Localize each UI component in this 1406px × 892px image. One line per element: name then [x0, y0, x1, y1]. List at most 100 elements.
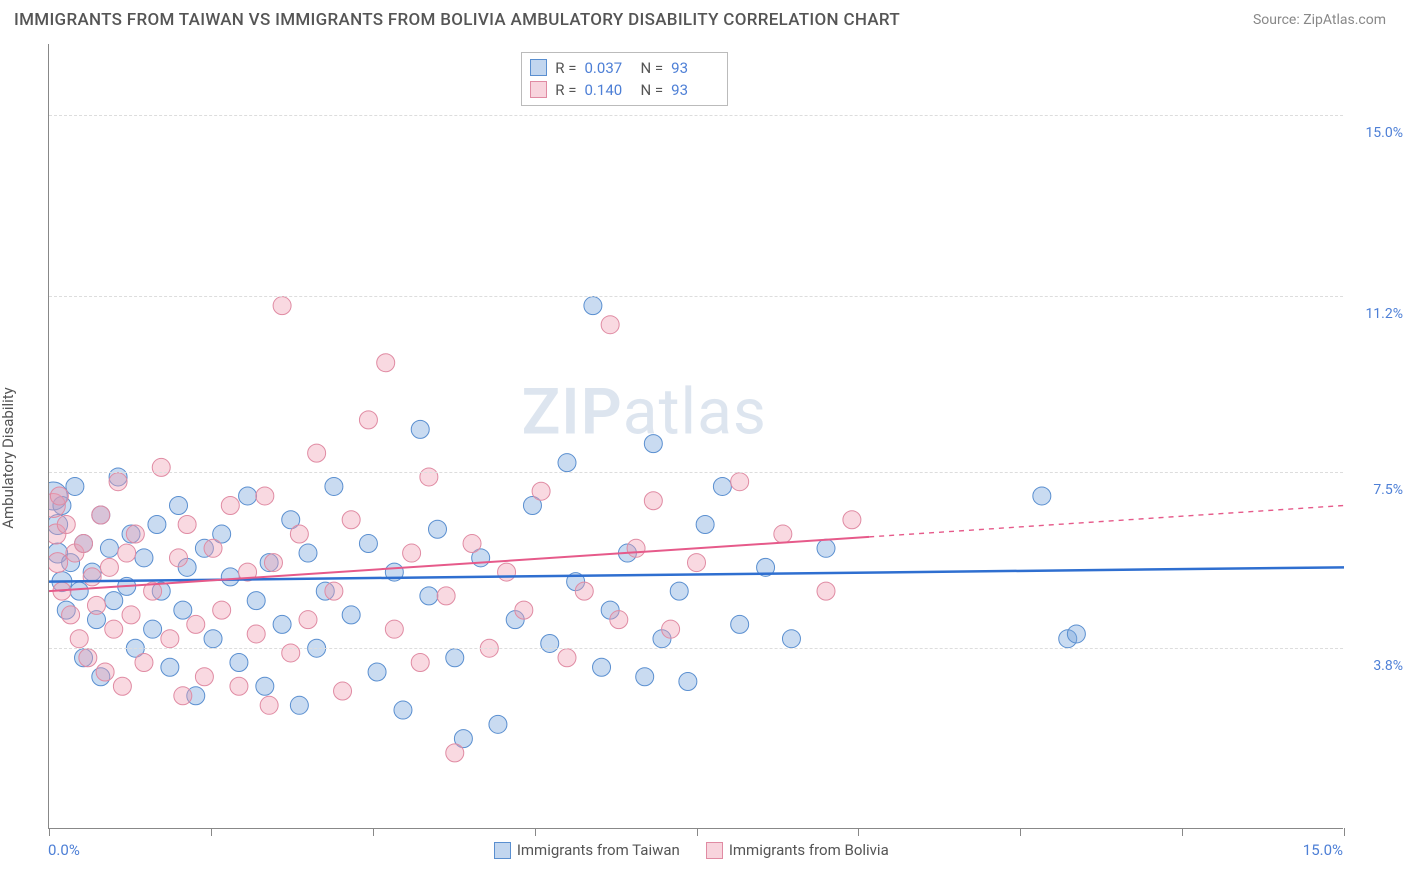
data-point — [498, 563, 516, 581]
data-point — [113, 677, 131, 695]
data-point — [79, 649, 97, 667]
data-point — [62, 606, 80, 624]
data-point — [256, 677, 274, 695]
y-axis-label: Ambulatory Disability — [0, 387, 17, 529]
data-point — [178, 516, 196, 534]
data-point — [359, 535, 377, 553]
data-point — [66, 477, 84, 495]
data-point — [644, 435, 662, 453]
x-tick — [1182, 828, 1183, 836]
data-point — [109, 473, 127, 491]
data-point — [204, 630, 222, 648]
data-point — [342, 606, 360, 624]
data-point — [87, 596, 105, 614]
data-point — [696, 516, 714, 534]
data-point — [636, 668, 654, 686]
n-value: 93 — [671, 81, 719, 99]
data-point — [817, 582, 835, 600]
correlation-legend-row: R =0.140N =93 — [530, 79, 719, 101]
data-point — [204, 539, 222, 557]
data-point — [541, 634, 559, 652]
data-point — [843, 511, 861, 529]
x-axis-max-label: 15.0% — [1303, 841, 1343, 859]
n-value: 93 — [671, 59, 719, 77]
y-tick-label: 15.0% — [1365, 125, 1403, 141]
gridline — [49, 648, 1343, 649]
data-point — [213, 601, 231, 619]
data-point — [359, 411, 377, 429]
data-point — [403, 544, 421, 562]
x-axis-min-label: 0.0% — [48, 841, 80, 859]
x-tick — [1344, 828, 1345, 836]
correlation-legend-row: R = 0.037 N = 93 — [530, 57, 719, 79]
data-point — [75, 535, 93, 553]
correlation-legend: R =0.037N =93R =0.140N =93 — [521, 52, 728, 106]
data-point — [299, 544, 317, 562]
data-point — [170, 496, 188, 514]
data-point — [126, 525, 144, 543]
gridline — [49, 472, 1343, 473]
data-point — [515, 601, 533, 619]
data-point — [299, 611, 317, 629]
data-point — [105, 592, 123, 610]
data-point — [105, 620, 123, 638]
data-point — [230, 677, 248, 695]
data-point — [368, 663, 386, 681]
plot-region: ZIPatlas R =0.037N =93R =0.140N =93 3.8%… — [48, 44, 1343, 829]
data-point — [394, 701, 412, 719]
data-point — [670, 582, 688, 600]
data-point — [290, 696, 308, 714]
x-tick — [858, 828, 859, 836]
data-point — [96, 663, 114, 681]
data-point — [420, 587, 438, 605]
legend-swatch — [530, 81, 547, 98]
data-point — [170, 549, 188, 567]
data-point — [174, 601, 192, 619]
data-point — [584, 297, 602, 315]
data-point — [334, 682, 352, 700]
gridline — [49, 296, 1343, 297]
data-point — [342, 511, 360, 529]
r-value: 0.140 — [585, 81, 633, 99]
trend-line-extrapolated — [869, 505, 1344, 536]
n-label: N = — [641, 59, 664, 77]
data-point — [532, 482, 550, 500]
data-point — [1067, 625, 1085, 643]
data-point — [731, 615, 749, 633]
r-label: R = — [555, 81, 576, 99]
x-tick — [697, 828, 698, 836]
data-point — [282, 644, 300, 662]
data-point — [644, 492, 662, 510]
data-point — [782, 630, 800, 648]
data-point — [1033, 487, 1051, 505]
r-label: R = — [555, 59, 576, 77]
data-point — [50, 487, 68, 505]
gridline — [49, 115, 1343, 116]
data-point — [446, 744, 464, 762]
data-point — [135, 549, 153, 567]
data-point — [247, 625, 265, 643]
data-point — [601, 316, 619, 334]
data-point — [148, 516, 166, 534]
data-point — [325, 477, 343, 495]
chart-header: IMMIGRANTS FROM TAIWAN VS IMMIGRANTS FRO… — [0, 0, 1406, 38]
data-point — [627, 539, 645, 557]
r-value: 0.037 — [585, 59, 633, 77]
chart-area: Ambulatory Disability ZIPatlas R =0.037N… — [0, 38, 1406, 878]
y-tick-label: 3.8% — [1373, 658, 1403, 674]
data-point — [230, 653, 248, 671]
legend-label: Immigrants from Bolivia — [729, 841, 889, 859]
data-point — [273, 615, 291, 633]
data-point — [161, 630, 179, 648]
x-axis-row: 0.0% Immigrants from TaiwanImmigrants fr… — [48, 841, 1343, 859]
x-tick — [373, 828, 374, 836]
data-point — [195, 668, 213, 686]
data-point — [92, 506, 110, 524]
source-attribution: Source: ZipAtlas.com — [1253, 12, 1386, 28]
data-point — [489, 715, 507, 733]
data-point — [144, 620, 162, 638]
data-point — [256, 487, 274, 505]
data-point — [688, 554, 706, 572]
data-point — [290, 525, 308, 543]
data-point — [264, 554, 282, 572]
